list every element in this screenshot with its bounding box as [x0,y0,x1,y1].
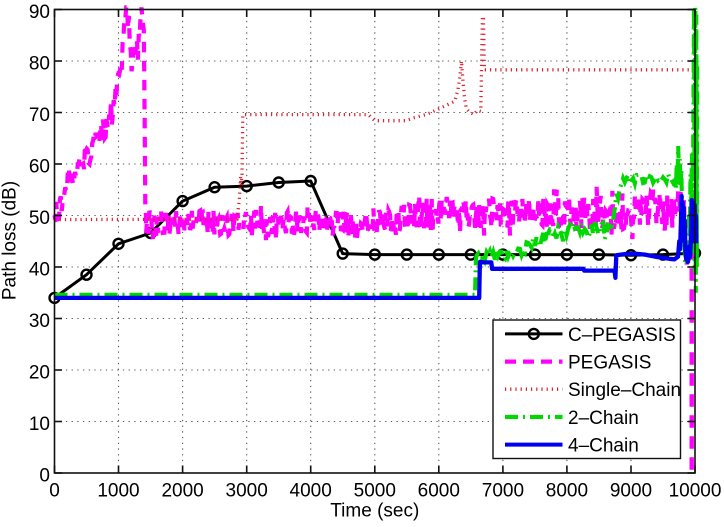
svg-text:8000: 8000 [546,481,588,502]
svg-text:30: 30 [29,311,50,332]
svg-text:40: 40 [29,259,50,280]
svg-text:Path loss (dB): Path loss (dB) [0,181,21,300]
svg-text:C–PEGASIS: C–PEGASIS [568,325,676,346]
svg-text:6000: 6000 [418,481,460,502]
svg-text:80: 80 [29,53,50,74]
svg-text:PEGASIS: PEGASIS [568,352,651,373]
svg-text:0: 0 [49,481,60,502]
svg-text:Single–Chain: Single–Chain [568,380,681,401]
svg-text:10: 10 [29,414,50,435]
svg-text:2–Chain: 2–Chain [568,408,639,429]
svg-text:90: 90 [29,2,50,23]
svg-text:20: 20 [29,362,50,383]
svg-text:50: 50 [29,208,50,229]
svg-text:5000: 5000 [354,481,396,502]
svg-text:3000: 3000 [226,481,268,502]
svg-text:60: 60 [29,156,50,177]
svg-text:70: 70 [29,105,50,126]
svg-text:9000: 9000 [610,481,652,502]
svg-text:Time (sec): Time (sec) [330,501,419,522]
svg-text:0: 0 [39,465,50,486]
svg-text:10000: 10000 [669,481,722,502]
svg-text:4000: 4000 [290,481,332,502]
svg-text:2000: 2000 [161,481,203,502]
svg-text:1000: 1000 [97,481,139,502]
svg-text:4–Chain: 4–Chain [568,436,639,457]
svg-text:7000: 7000 [482,481,524,502]
